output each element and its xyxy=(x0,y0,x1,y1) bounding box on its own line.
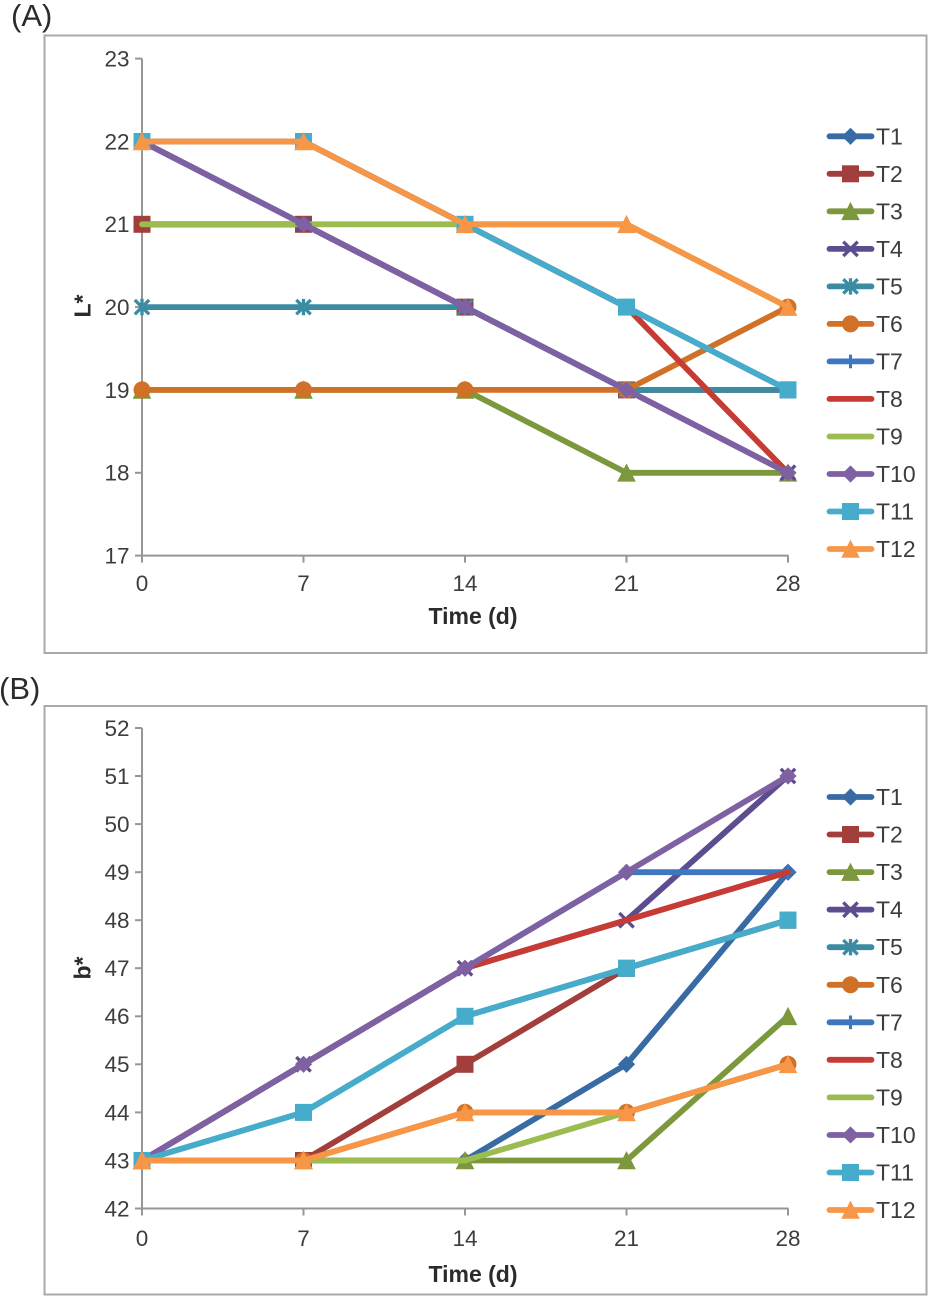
svg-text:20: 20 xyxy=(104,295,129,320)
svg-text:T5: T5 xyxy=(876,273,903,299)
svg-text:T3: T3 xyxy=(876,859,903,885)
svg-text:0: 0 xyxy=(136,1226,149,1251)
svg-text:T7: T7 xyxy=(876,348,903,374)
svg-text:28: 28 xyxy=(775,1226,800,1251)
svg-text:T2: T2 xyxy=(876,822,903,848)
svg-text:52: 52 xyxy=(104,716,129,741)
svg-text:T8: T8 xyxy=(876,386,903,412)
svg-text:Time (d): Time (d) xyxy=(428,1261,517,1287)
svg-text:T8: T8 xyxy=(876,1047,903,1073)
svg-text:Time (d): Time (d) xyxy=(428,603,517,629)
svg-text:21: 21 xyxy=(614,1226,639,1251)
svg-text:T9: T9 xyxy=(876,1084,903,1110)
svg-text:T2: T2 xyxy=(876,161,903,187)
svg-text:17: 17 xyxy=(104,544,129,569)
svg-text:45: 45 xyxy=(104,1052,129,1077)
svg-text:51: 51 xyxy=(104,764,129,789)
svg-text:43: 43 xyxy=(104,1148,129,1173)
svg-text:T10: T10 xyxy=(876,1122,916,1148)
svg-text:18: 18 xyxy=(104,461,129,486)
svg-text:T1: T1 xyxy=(876,123,903,149)
svg-text:7: 7 xyxy=(297,571,310,596)
svg-text:46: 46 xyxy=(104,1004,129,1029)
svg-text:28: 28 xyxy=(775,571,800,596)
svg-text:44: 44 xyxy=(104,1100,129,1125)
svg-text:T4: T4 xyxy=(876,897,903,923)
svg-text:14: 14 xyxy=(452,571,477,596)
svg-text:(B): (B) xyxy=(0,671,40,706)
svg-text:19: 19 xyxy=(104,378,129,403)
svg-text:50: 50 xyxy=(104,812,129,837)
svg-text:T1: T1 xyxy=(876,784,903,810)
svg-text:0: 0 xyxy=(136,571,149,596)
svg-text:T4: T4 xyxy=(876,236,903,262)
svg-text:22: 22 xyxy=(104,129,129,154)
svg-text:T5: T5 xyxy=(876,934,903,960)
svg-text:T11: T11 xyxy=(876,499,914,525)
svg-text:48: 48 xyxy=(104,908,129,933)
svg-text:23: 23 xyxy=(104,47,129,72)
svg-text:21: 21 xyxy=(614,571,639,596)
svg-text:b*: b* xyxy=(70,956,96,979)
svg-text:7: 7 xyxy=(297,1226,310,1251)
svg-text:14: 14 xyxy=(452,1226,477,1251)
svg-text:21: 21 xyxy=(104,212,129,237)
svg-text:(A): (A) xyxy=(11,0,52,33)
svg-text:T7: T7 xyxy=(876,1009,903,1035)
svg-text:42: 42 xyxy=(104,1196,129,1221)
svg-text:T6: T6 xyxy=(876,311,903,337)
svg-text:T12: T12 xyxy=(876,536,916,562)
svg-text:T9: T9 xyxy=(876,424,903,450)
svg-text:T11: T11 xyxy=(876,1160,914,1186)
svg-text:47: 47 xyxy=(104,956,129,981)
svg-text:T3: T3 xyxy=(876,198,903,224)
svg-text:49: 49 xyxy=(104,860,129,885)
svg-text:T6: T6 xyxy=(876,972,903,998)
svg-text:T12: T12 xyxy=(876,1197,916,1223)
svg-text:L*: L* xyxy=(70,294,96,317)
svg-text:T10: T10 xyxy=(876,461,916,487)
